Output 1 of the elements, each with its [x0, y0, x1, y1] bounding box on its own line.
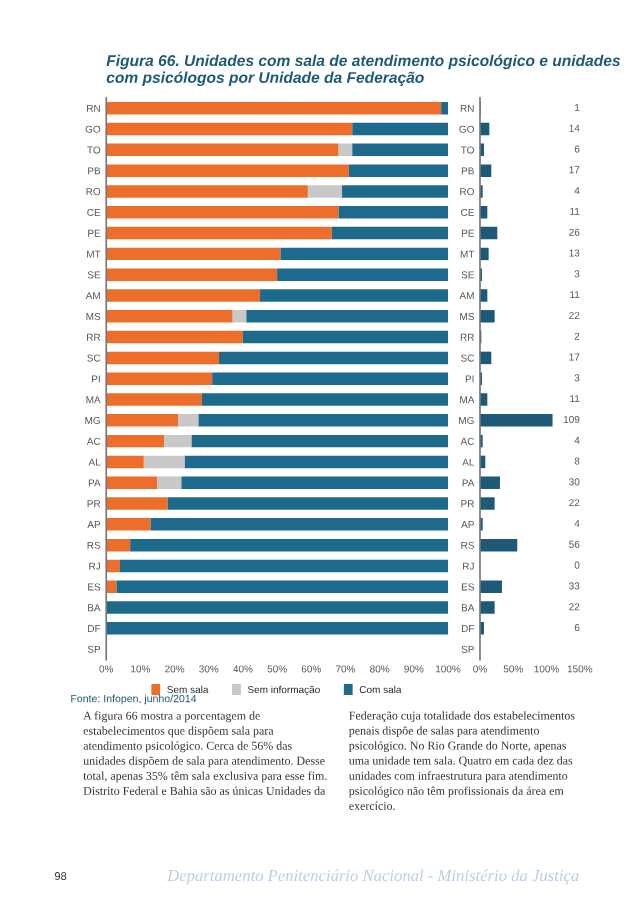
text: Departamento Penitenciário Nacional - Ministério da Justiça — [167, 869, 579, 885]
